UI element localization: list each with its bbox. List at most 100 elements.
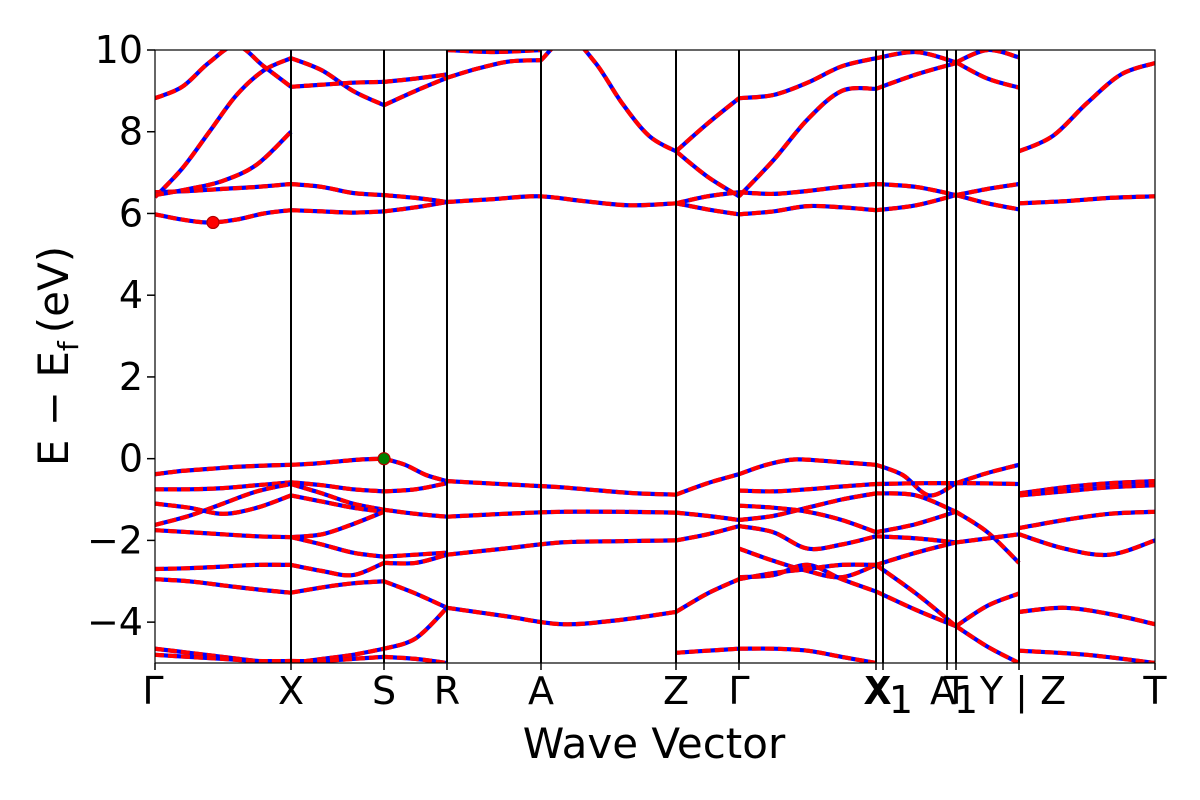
- band-line-red: [290, 654, 385, 663]
- band-line-red: [955, 193, 1020, 212]
- x-tick-subscript: 1: [954, 678, 978, 722]
- band-line-red: [1018, 479, 1155, 496]
- band-line-blue: [446, 479, 677, 497]
- band-line-red: [674, 577, 740, 614]
- band-line-red: [675, 646, 740, 655]
- x-tick-label: R: [434, 669, 460, 713]
- band-line-red: [955, 181, 1020, 198]
- band-line-red: [738, 56, 877, 101]
- band-line-red: [675, 510, 740, 523]
- band-line-red: [290, 181, 385, 198]
- band-line-red: [738, 481, 877, 494]
- y-tick-label: 6: [119, 191, 143, 235]
- band-line-red: [1018, 509, 1155, 531]
- band-line-red: [955, 50, 1020, 65]
- band-line-red: [875, 589, 957, 629]
- band-line-red: [674, 96, 741, 153]
- band-line-red: [954, 591, 1020, 628]
- x-tick-label: A: [930, 669, 956, 713]
- band-line-red: [446, 194, 677, 208]
- band-line-red: [1018, 61, 1155, 154]
- band-line-red: [155, 652, 292, 663]
- band-line-red: [290, 481, 385, 512]
- band-extremum-marker: [206, 215, 220, 230]
- band-line-red: [738, 503, 877, 535]
- band-line-red: [155, 56, 292, 199]
- y-tick-label: −2: [87, 518, 143, 562]
- band-line-blue: [1018, 61, 1155, 154]
- band-line-red: [383, 606, 449, 651]
- band-line-red: [954, 510, 1021, 565]
- band-line-red: [738, 562, 877, 594]
- band-line-red: [738, 524, 877, 552]
- x-tick-label: A: [528, 669, 554, 713]
- band-line-red: [290, 56, 385, 108]
- x-tick-label: Γ: [728, 669, 749, 713]
- x-axis-label: Wave Vector: [523, 719, 786, 768]
- band-line-red: [290, 560, 385, 578]
- y-tick-label: 4: [119, 273, 143, 317]
- band-line-red: [290, 579, 385, 595]
- band-line-red: [155, 480, 292, 492]
- band-line-red: [155, 130, 293, 198]
- band-line-red: [675, 524, 740, 543]
- band-line-red: [1018, 605, 1155, 627]
- band-line-red: [737, 85, 877, 198]
- band-line-red: [738, 203, 877, 217]
- band-line-red: [155, 562, 292, 572]
- band-line-red: [383, 193, 448, 205]
- band-line-red: [383, 72, 448, 84]
- band-line-red: [675, 472, 740, 497]
- band-line-red: [290, 480, 385, 494]
- band-line-red: [383, 552, 448, 566]
- x-tick-label: S: [372, 669, 396, 713]
- band-line-red: [446, 509, 677, 519]
- band-line-red: [738, 646, 877, 663]
- kpoint-lines-layer: [290, 50, 1020, 663]
- band-line-red: [290, 208, 385, 215]
- band-line-red: [155, 481, 292, 527]
- band-line-red: [155, 528, 292, 540]
- band-line-red: [383, 481, 448, 494]
- band-line-blue: [737, 85, 877, 198]
- x-tick-label: X: [863, 669, 889, 713]
- band-line-red: [446, 58, 542, 80]
- band-line-blue: [539, 50, 678, 154]
- band-line-red: [738, 181, 877, 197]
- band-line-red: [155, 208, 292, 225]
- band-line-red: [383, 199, 448, 214]
- band-line-red: [290, 79, 385, 89]
- x-tick-label: X: [866, 669, 892, 713]
- x-tick-label: T: [943, 669, 968, 713]
- band-line-red: [446, 605, 677, 627]
- band-line-red: [955, 462, 1020, 486]
- markers-layer: [206, 215, 391, 466]
- band-line-red: [155, 181, 292, 195]
- band-line-red: [875, 462, 958, 498]
- band-line-red: [875, 491, 957, 514]
- band-line-red: [955, 532, 1020, 545]
- band-line-red: [738, 457, 877, 477]
- band-line-red: [155, 493, 292, 516]
- y-tick-label: 10: [95, 28, 143, 72]
- band-line-red: [446, 538, 677, 557]
- band-line-red: [1018, 648, 1155, 663]
- band-line-red: [383, 654, 448, 663]
- band-line-red: [290, 535, 385, 559]
- band-line-red: [1018, 194, 1155, 206]
- x-tick-label: Γ: [142, 669, 163, 713]
- band-line-red: [738, 562, 877, 582]
- band-line-red: [539, 50, 678, 154]
- band-line-red: [290, 509, 385, 540]
- band-line-red: [675, 201, 740, 217]
- band-line-blue: [383, 606, 449, 651]
- band-line-blue: [954, 624, 1020, 663]
- band-line-red: [383, 579, 448, 610]
- band-line-red: [674, 149, 741, 199]
- band-line-red: [290, 493, 385, 514]
- band-line-red: [155, 462, 292, 477]
- band-line-red: [155, 50, 293, 101]
- band-line-red: [383, 507, 448, 519]
- x-tick-subscript: 1: [889, 678, 913, 722]
- band-line-red: [383, 456, 448, 484]
